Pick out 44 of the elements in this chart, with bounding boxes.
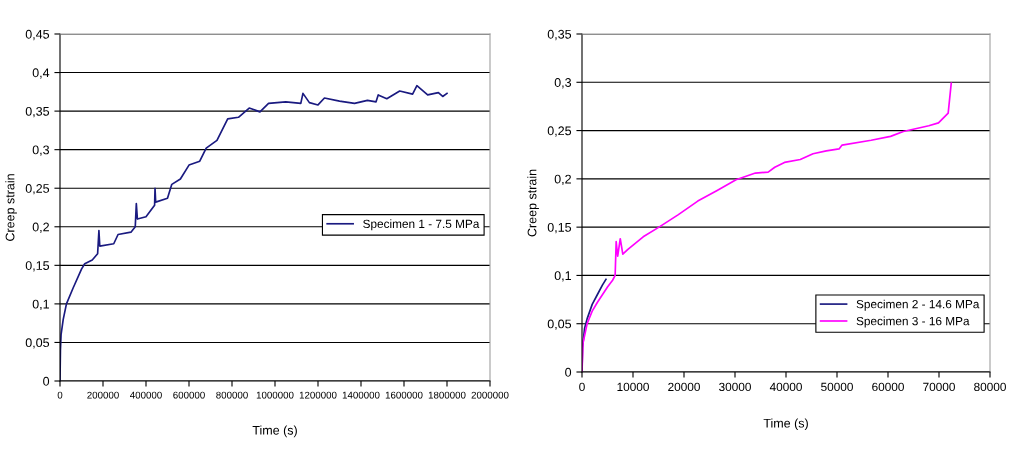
x-tick-label: 80000: [974, 382, 1006, 392]
y-tick-label: 0,45: [25, 29, 50, 41]
legend-label: Specimen 3 - 16 MPa: [856, 316, 970, 328]
y-tick-label: 0,3: [32, 145, 50, 156]
y-tick-label: 0,05: [547, 319, 572, 330]
x-tick-label: 0: [579, 382, 585, 392]
y-tick-label: 0,25: [547, 126, 572, 137]
y-tick-label: 0,15: [25, 261, 50, 272]
y-tick-label: 0,25: [25, 184, 50, 195]
legend-label: Specimen 2 - 14.6 MPa: [856, 299, 980, 311]
y-tick-label: 0,2: [554, 174, 571, 185]
y-tick-label: 0,35: [547, 29, 572, 41]
y-tick-label: 0,1: [554, 271, 571, 282]
y-axis-title: Creep strain: [5, 174, 17, 241]
x-tick-label: 600000: [173, 391, 205, 399]
x-tick-label: 40000: [769, 382, 802, 392]
x-tick-label: 1000000: [256, 391, 294, 399]
y-tick-label: 0,1: [32, 299, 49, 311]
y-tick-label: 0,35: [25, 106, 50, 118]
x-tick-label: 70000: [923, 382, 955, 392]
x-axis-title: Time (s): [763, 418, 808, 431]
y-tick-label: 0,15: [547, 222, 572, 234]
x-tick-label: 2000000: [471, 391, 509, 399]
y-tick-label: 0,2: [32, 222, 49, 233]
y-tick-label: 0,3: [554, 78, 572, 89]
y-tick-label: 0: [565, 367, 572, 377]
legend-label: Specimen 1 - 7.5 MPa: [363, 219, 480, 231]
x-tick-label: 20000: [668, 382, 700, 392]
y-tick-label: 0,4: [32, 68, 50, 79]
x-tick-label: 200000: [87, 391, 119, 399]
x-tick-label: 400000: [130, 391, 162, 399]
x-tick-label: 1600000: [385, 391, 423, 399]
x-tick-label: 50000: [821, 382, 853, 392]
x-tick-label: 10000: [617, 382, 649, 392]
x-tick-label: 60000: [872, 382, 904, 392]
x-tick-label: 1400000: [342, 391, 380, 399]
x-tick-label: 800000: [216, 391, 248, 399]
y-axis-title: Creep strain: [527, 169, 539, 237]
x-tick-label: 1200000: [299, 391, 337, 399]
x-tick-label: 1800000: [428, 391, 466, 399]
x-axis-title: Time (s): [252, 425, 297, 438]
x-tick-label: 0: [57, 391, 63, 399]
x-tick-label: 30000: [719, 382, 751, 392]
y-tick-label: 0,05: [25, 338, 50, 349]
